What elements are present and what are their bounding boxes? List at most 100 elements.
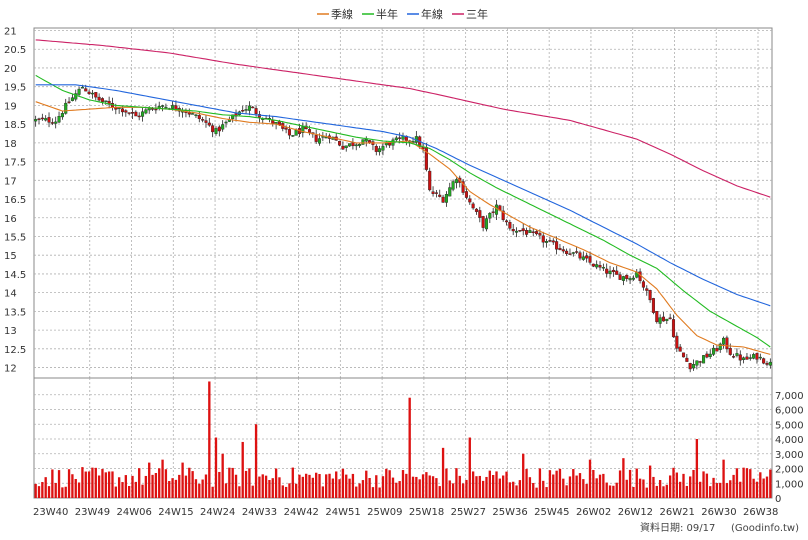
volume-bar: [752, 478, 755, 498]
candle-body: [474, 208, 479, 212]
candle-body: [688, 363, 692, 370]
candle-body: [571, 252, 575, 254]
volume-bar: [408, 397, 411, 498]
volume-bar: [552, 474, 555, 498]
volume-bar: [622, 458, 625, 498]
volume-bar: [381, 476, 385, 498]
volume-tick-label: 3,000: [775, 450, 804, 461]
volume-bar: [74, 478, 77, 498]
x-tick-label: 25W09: [367, 507, 402, 518]
volume-bar: [358, 483, 361, 498]
volume-bar: [198, 483, 201, 498]
volume-tick-label: 4,000: [775, 435, 804, 446]
volume-bar: [124, 475, 128, 498]
candle-body: [137, 115, 141, 118]
candle-body: [461, 181, 465, 193]
candle-body: [491, 211, 495, 213]
candle-body: [67, 101, 71, 103]
candle-body: [575, 251, 579, 253]
candle-body: [501, 210, 505, 220]
candle-body: [691, 364, 696, 369]
volume-bar: [729, 480, 732, 498]
volume-bar: [401, 470, 405, 498]
volume-bar: [448, 480, 451, 498]
volume-bar: [164, 469, 168, 498]
candle-body: [374, 146, 378, 152]
volume-bar: [642, 479, 645, 498]
candle-body: [351, 142, 355, 147]
candle-body: [681, 352, 686, 358]
volume-bar: [328, 473, 331, 498]
candle-body: [725, 337, 729, 350]
volume-tick-label: 7,000: [775, 391, 804, 402]
volume-bar: [655, 485, 658, 498]
volume-bar: [598, 474, 602, 498]
candle-body: [191, 113, 195, 115]
volume-bar: [151, 474, 154, 498]
candle-body: [80, 87, 84, 89]
candle-body: [244, 109, 248, 111]
volume-bar: [645, 487, 648, 498]
volume-bar: [335, 471, 338, 498]
candle-body: [471, 203, 475, 209]
volume-bar: [638, 478, 642, 498]
candle-body: [765, 362, 769, 365]
volume-bar: [114, 486, 117, 498]
x-tick-label: 23W49: [75, 507, 110, 518]
volume-bar: [274, 468, 278, 498]
volume-bar: [351, 473, 355, 498]
candle-body: [484, 218, 489, 230]
volume-bar: [545, 487, 548, 498]
volume-bar: [735, 468, 739, 498]
candle-body: [665, 318, 669, 321]
volume-bar: [91, 467, 94, 498]
x-tick-label: 25W18: [409, 507, 444, 518]
volume-bar: [702, 471, 705, 498]
candle-body: [628, 278, 632, 281]
candle-body: [708, 353, 712, 357]
candle-body: [468, 198, 472, 203]
volume-bar: [141, 484, 144, 498]
volume-bar: [428, 475, 431, 498]
volume-bar: [451, 483, 455, 498]
candle-body: [541, 235, 545, 243]
ma-line-2: [35, 84, 771, 307]
volume-bar: [181, 462, 184, 498]
volume-bar: [455, 468, 458, 498]
candle-body: [722, 337, 726, 345]
volume-bar: [291, 467, 294, 498]
volume-bar: [575, 475, 578, 498]
candle-body: [70, 97, 74, 101]
candle-body: [525, 230, 529, 235]
candle-body: [658, 317, 662, 324]
volume-bar: [321, 486, 325, 498]
candle-body: [164, 106, 168, 109]
volume-bar: [592, 469, 595, 498]
volume-bar: [695, 439, 699, 498]
volume-bar: [689, 476, 692, 498]
volume-bar: [388, 470, 391, 498]
candle-body: [100, 98, 104, 102]
volume-bar: [431, 476, 435, 498]
candle-body: [488, 213, 492, 219]
candle-body: [37, 118, 41, 120]
volume-bar: [478, 475, 481, 498]
price-y-axis: 21 20.5 20 19.5 19 18.5 18 17.5 17 16.5 16 15.5 15 14…: [4, 27, 26, 375]
volume-bar: [555, 470, 558, 498]
candle-body: [338, 141, 342, 146]
candle-body: [90, 92, 94, 95]
volume-bar: [438, 486, 441, 498]
volume-bar: [308, 474, 311, 498]
candle-body: [655, 311, 659, 323]
volume-bar: [361, 480, 365, 498]
volume-bar: [585, 483, 588, 498]
x-tick-label: 24W06: [117, 507, 152, 518]
volume-bar: [294, 483, 298, 498]
volume-bar: [411, 476, 415, 498]
volume-bar: [715, 483, 719, 498]
candle-body: [294, 129, 298, 136]
volume-bar: [178, 474, 181, 498]
candle-body: [702, 355, 706, 364]
volume-bar: [254, 424, 258, 498]
candle-body: [585, 255, 589, 259]
